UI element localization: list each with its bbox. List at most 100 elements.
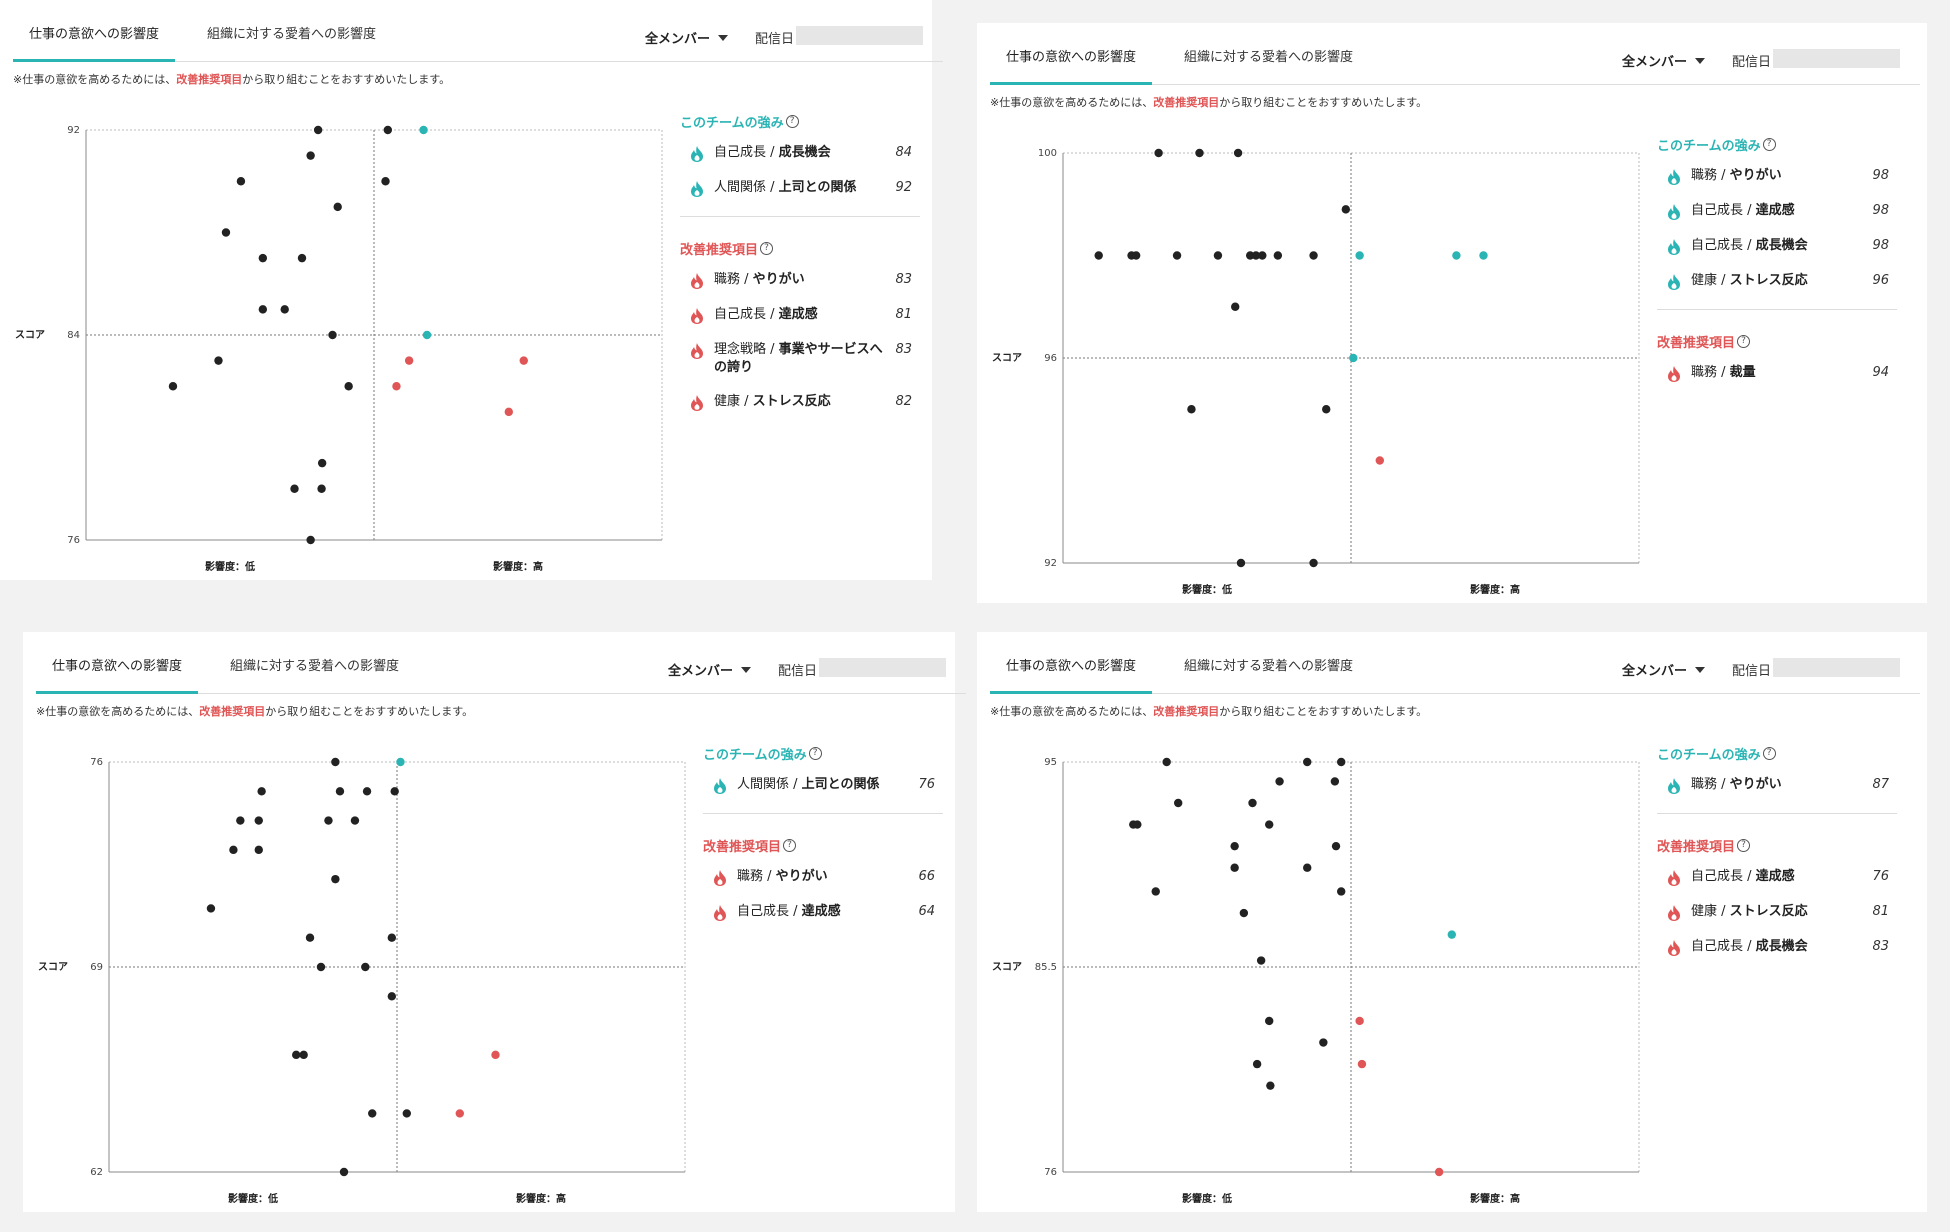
scatter-point[interactable] (254, 816, 263, 825)
scatter-point[interactable] (290, 484, 299, 493)
scatter-point[interactable] (331, 757, 340, 767)
scatter-point[interactable] (1239, 908, 1249, 918)
scatter-point[interactable] (1273, 251, 1283, 260)
scatter-point[interactable] (317, 484, 326, 493)
scatter-point[interactable] (396, 757, 405, 767)
scatter-point[interactable] (383, 125, 393, 135)
scatter-point[interactable] (381, 177, 390, 186)
scatter-point[interactable] (297, 253, 307, 263)
scatter-point[interactable] (392, 382, 401, 391)
list-item[interactable]: 健康 / ストレス反応 96 (1657, 272, 1897, 291)
scatter-point[interactable] (361, 962, 370, 972)
scatter-point[interactable] (422, 330, 432, 340)
scatter-point[interactable] (387, 933, 397, 942)
list-item[interactable]: 自己成長 / 達成感 98 (1657, 202, 1897, 221)
scatter-point[interactable] (1162, 757, 1171, 767)
member-filter-select[interactable]: 全メンバー (668, 660, 752, 679)
scatter-point[interactable] (1341, 205, 1351, 214)
scatter-point[interactable] (280, 305, 289, 314)
scatter-point[interactable] (1230, 863, 1239, 872)
scatter-point[interactable] (1349, 353, 1358, 363)
scatter-point[interactable] (258, 305, 268, 314)
scatter-point[interactable] (1309, 558, 1318, 568)
list-item[interactable]: 理念戦略 / 事業やサービスへの誇り 83 (680, 341, 920, 377)
scatter-point[interactable] (313, 125, 323, 135)
scatter-point[interactable] (206, 904, 216, 913)
list-item[interactable]: 自己成長 / 成長機会 84 (680, 144, 920, 163)
scatter-point[interactable] (1319, 1038, 1328, 1047)
help-icon[interactable]: ? (760, 242, 774, 255)
help-icon[interactable]: ? (785, 115, 799, 128)
scatter-point[interactable] (1337, 757, 1346, 767)
scatter-point[interactable] (1187, 405, 1196, 414)
scatter-point[interactable] (168, 382, 178, 391)
help-icon[interactable]: ? (1762, 747, 1776, 760)
scatter-point[interactable] (1246, 251, 1255, 260)
date-field[interactable] (819, 658, 946, 677)
scatter-point[interactable] (328, 330, 337, 340)
scatter-point[interactable] (350, 816, 360, 825)
list-item[interactable]: 自己成長 / 達成感 64 (703, 903, 943, 922)
scatter-point[interactable] (306, 535, 315, 545)
scatter-point[interactable] (214, 356, 223, 365)
member-filter-select[interactable]: 全メンバー (1622, 51, 1706, 70)
tab-motivation[interactable]: 仕事の意欲への影響度 (13, 28, 176, 62)
scatter-point[interactable] (1330, 777, 1340, 786)
scatter-point[interactable] (362, 787, 372, 796)
scatter-point[interactable] (387, 992, 397, 1001)
tab-attachment[interactable]: 組織に対する愛着への影響度 (230, 659, 400, 674)
scatter-point[interactable] (324, 816, 333, 825)
scatter-point[interactable] (229, 845, 238, 855)
scatter-point[interactable] (1131, 251, 1141, 260)
scatter-point[interactable] (1251, 251, 1261, 260)
scatter-point[interactable] (1355, 1016, 1364, 1026)
scatter-point[interactable] (1174, 798, 1183, 808)
help-icon[interactable]: ? (1737, 335, 1751, 348)
list-item[interactable]: 人間関係 / 上司との関係 92 (680, 179, 920, 198)
list-item[interactable]: 職務 / やりがい 83 (680, 271, 920, 290)
scatter-point[interactable] (1256, 956, 1266, 965)
list-item[interactable]: 職務 / やりがい 98 (1657, 167, 1897, 186)
scatter-point[interactable] (292, 1050, 301, 1060)
scatter-point[interactable] (1172, 251, 1182, 260)
scatter-point[interactable] (1151, 887, 1160, 896)
scatter-point[interactable] (1355, 251, 1364, 260)
scatter-point[interactable] (1094, 251, 1103, 260)
list-item[interactable]: 職務 / やりがい 66 (703, 868, 943, 887)
scatter-point[interactable] (333, 202, 342, 212)
list-item[interactable]: 自己成長 / 成長機会 83 (1657, 938, 1897, 957)
list-item[interactable]: 職務 / 裁量 94 (1657, 364, 1897, 383)
tab-attachment[interactable]: 組織に対する愛着への影響度 (1184, 50, 1354, 65)
scatter-point[interactable] (1231, 302, 1240, 311)
scatter-point[interactable] (344, 382, 353, 391)
scatter-point[interactable] (1195, 148, 1204, 158)
scatter-point[interactable] (339, 1167, 349, 1177)
scatter-point[interactable] (1154, 148, 1163, 158)
list-item[interactable]: 自己成長 / 達成感 76 (1657, 868, 1897, 887)
scatter-point[interactable] (1447, 930, 1456, 939)
scatter-point[interactable] (1452, 251, 1461, 260)
scatter-point[interactable] (1265, 820, 1274, 829)
scatter-point[interactable] (257, 787, 266, 796)
scatter-point[interactable] (1213, 251, 1223, 260)
scatter-point[interactable] (419, 125, 428, 135)
list-item[interactable]: 健康 / ストレス反応 81 (1657, 903, 1897, 922)
list-item[interactable]: 自己成長 / 達成感 81 (680, 306, 920, 325)
scatter-point[interactable] (1248, 798, 1257, 808)
tab-motivation[interactable]: 仕事の意欲への影響度 (990, 660, 1153, 694)
scatter-point[interactable] (519, 356, 528, 365)
scatter-point[interactable] (299, 1050, 308, 1060)
scatter-point[interactable] (1357, 1059, 1367, 1069)
scatter-point[interactable] (1266, 1081, 1275, 1090)
scatter-point[interactable] (221, 228, 231, 237)
scatter-point[interactable] (316, 962, 326, 972)
scatter-point[interactable] (1479, 251, 1488, 260)
scatter-point[interactable] (368, 1109, 377, 1118)
help-icon[interactable]: ? (808, 747, 822, 760)
scatter-point[interactable] (305, 933, 315, 942)
scatter-point[interactable] (1309, 251, 1318, 260)
scatter-point[interactable] (404, 356, 414, 365)
date-field[interactable] (1773, 49, 1900, 68)
scatter-point[interactable] (1434, 1167, 1444, 1177)
scatter-point[interactable] (254, 845, 263, 855)
